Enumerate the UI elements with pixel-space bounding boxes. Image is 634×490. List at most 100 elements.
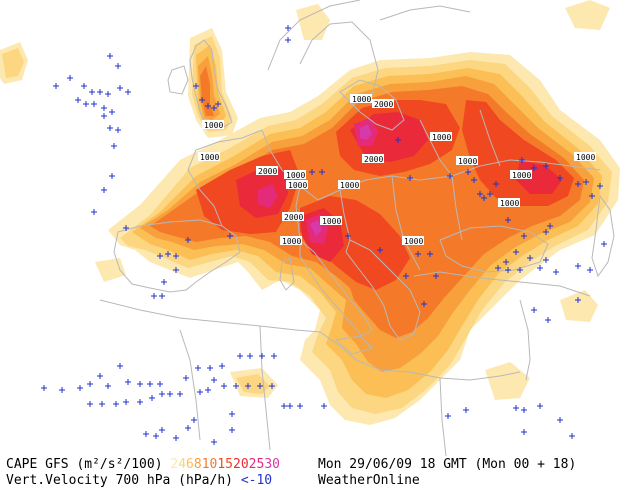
vv-plus-marker bbox=[123, 399, 129, 405]
vv-plus-marker bbox=[125, 379, 131, 385]
vv-plus-marker bbox=[117, 363, 123, 369]
vv-plus-marker bbox=[245, 383, 251, 389]
vv-plus-marker bbox=[481, 195, 487, 201]
svg-text:2000: 2000 bbox=[284, 213, 303, 222]
vv-plus-marker bbox=[157, 253, 163, 259]
vv-plus-marker bbox=[415, 251, 421, 257]
vv-plus-marker bbox=[211, 105, 217, 111]
vv-plus-marker bbox=[575, 181, 581, 187]
vv-plus-marker bbox=[107, 53, 113, 59]
vv-plus-marker bbox=[101, 187, 107, 193]
vv-plus-marker bbox=[421, 301, 427, 307]
vv-plus-marker bbox=[309, 169, 315, 175]
vv-plus-marker bbox=[41, 385, 47, 391]
vv-plus-marker bbox=[597, 183, 603, 189]
vv-plus-marker bbox=[601, 241, 607, 247]
vv-plus-marker bbox=[109, 173, 115, 179]
vv-plus-marker bbox=[199, 97, 205, 103]
vv-plus-marker bbox=[395, 137, 401, 143]
vv-plus-marker bbox=[83, 101, 89, 107]
contour-label: 1000 bbox=[430, 132, 452, 142]
vv-plus-marker bbox=[183, 375, 189, 381]
cape-color-scale: 24681015202530 bbox=[170, 457, 280, 472]
contour-labels: 1000 2000 1000 1000 2000 1000 1000 1000 … bbox=[198, 94, 596, 246]
svg-text:1000: 1000 bbox=[322, 217, 341, 226]
vv-plus-marker bbox=[433, 273, 439, 279]
vv-plus-marker bbox=[173, 435, 179, 441]
vv-plus-marker bbox=[513, 249, 519, 255]
vv-plus-marker bbox=[575, 263, 581, 269]
contour-label: 1000 bbox=[338, 180, 360, 190]
vv-plus-marker bbox=[575, 297, 581, 303]
vv-plus-marker bbox=[537, 265, 543, 271]
vv-plus-marker bbox=[543, 163, 549, 169]
cape-scale-value: 4 bbox=[178, 457, 187, 472]
vv-plus-marker bbox=[493, 181, 499, 187]
forecast-datetime: Mon 29/06/09 18 GMT (Mon 00 + 18) bbox=[318, 457, 577, 472]
vv-plus-marker bbox=[173, 267, 179, 273]
vv-plus-marker bbox=[191, 417, 197, 423]
contour-label: 1000 bbox=[456, 156, 478, 166]
vv-plus-marker bbox=[521, 429, 527, 435]
legend-row-cape: CAPE GFS (m²/s²/100) 24681015202530 bbox=[6, 457, 280, 473]
vv-plus-marker bbox=[125, 89, 131, 95]
vv-plus-marker bbox=[99, 401, 105, 407]
vv-plus-marker bbox=[589, 193, 595, 199]
vv-plus-marker bbox=[185, 425, 191, 431]
vv-plus-marker bbox=[77, 385, 83, 391]
vv-plus-marker bbox=[543, 229, 549, 235]
vv-plus-marker bbox=[185, 237, 191, 243]
vv-plus-marker bbox=[215, 101, 221, 107]
vv-plus-marker bbox=[287, 403, 293, 409]
contour-label: 1000 bbox=[286, 180, 308, 190]
cape-scale-value: 20 bbox=[233, 457, 249, 472]
vv-plus-marker bbox=[503, 259, 509, 265]
vv-plus-marker bbox=[269, 383, 275, 389]
vv-plus-marker bbox=[153, 433, 159, 439]
svg-text:1000: 1000 bbox=[286, 171, 305, 180]
map-canvas: 1000 2000 1000 1000 2000 1000 1000 1000 … bbox=[0, 0, 620, 456]
vv-plus-marker bbox=[463, 407, 469, 413]
vv-plus-marker bbox=[257, 383, 263, 389]
vv-plus-marker bbox=[285, 37, 291, 43]
vv-plus-marker bbox=[487, 191, 493, 197]
vv-plus-marker bbox=[211, 439, 217, 445]
vv-plus-marker bbox=[87, 401, 93, 407]
vv-plus-marker bbox=[543, 257, 549, 263]
vv-plus-marker bbox=[137, 381, 143, 387]
vv-plus-marker bbox=[517, 267, 523, 273]
legend-panel: CAPE GFS (m²/s²/100) 24681015202530 Mon … bbox=[0, 456, 634, 490]
contour-label: 2000 bbox=[372, 99, 394, 109]
contour-label: 2000 bbox=[282, 212, 304, 222]
vv-plus-marker bbox=[447, 173, 453, 179]
vv-plus-marker bbox=[211, 377, 217, 383]
vv-plus-marker bbox=[97, 89, 103, 95]
provider-name: WeatherOnline bbox=[318, 473, 420, 488]
contour-label: 2000 bbox=[362, 154, 384, 164]
vv-plus-marker bbox=[207, 365, 213, 371]
svg-text:1000: 1000 bbox=[500, 199, 519, 208]
vv-plus-marker bbox=[143, 431, 149, 437]
contour-label: 1000 bbox=[350, 94, 372, 104]
svg-text:1000: 1000 bbox=[282, 237, 301, 246]
svg-text:2000: 2000 bbox=[364, 155, 383, 164]
weather-map: 1000 2000 1000 1000 2000 1000 1000 1000 … bbox=[0, 0, 620, 456]
vv-plus-marker bbox=[285, 25, 291, 31]
vv-plus-marker bbox=[229, 427, 235, 433]
vv-plus-marker bbox=[531, 307, 537, 313]
vv-plus-marker bbox=[505, 217, 511, 223]
vv-plus-marker bbox=[159, 293, 165, 299]
vv-plus-marker bbox=[319, 169, 325, 175]
vv-plus-marker bbox=[427, 251, 433, 257]
vv-plus-marker bbox=[195, 365, 201, 371]
svg-text:1000: 1000 bbox=[432, 133, 451, 142]
vv-plus-marker bbox=[445, 413, 451, 419]
vv-plus-marker bbox=[259, 353, 265, 359]
contour-label: 1000 bbox=[510, 170, 532, 180]
vv-plus-marker bbox=[403, 273, 409, 279]
svg-text:1000: 1000 bbox=[352, 95, 371, 104]
svg-text:1000: 1000 bbox=[576, 153, 595, 162]
contour-label: 1000 bbox=[498, 198, 520, 208]
svg-text:1000: 1000 bbox=[204, 121, 223, 130]
vv-plus-marker bbox=[545, 317, 551, 323]
